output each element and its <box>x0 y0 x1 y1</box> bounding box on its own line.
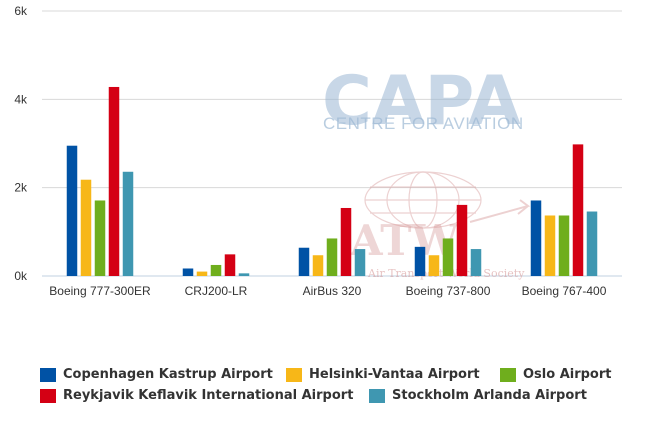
legend-label-copenhagen: Copenhagen Kastrup Airport <box>63 367 273 382</box>
bar[interactable] <box>442 238 454 276</box>
legend-item-stockholm[interactable]: Stockholm Arlanda Airport <box>369 388 587 403</box>
legend-item-helsinki[interactable]: Helsinki-Vantaa Airport <box>286 367 480 382</box>
x-tick-label: Boeing 767-400 <box>522 284 607 298</box>
y-tick-label: 4k <box>14 92 28 106</box>
bar[interactable] <box>586 211 598 276</box>
atw-watermark-globe <box>364 171 531 229</box>
y-tick-label: 6k <box>14 4 28 18</box>
y-tick-label: 2k <box>14 181 28 195</box>
bar[interactable] <box>94 200 106 276</box>
bar[interactable] <box>66 145 78 276</box>
x-tick-label: CRJ200-LR <box>185 284 248 298</box>
y-axis-ticks: 0k 2k 4k 6k <box>14 4 28 283</box>
legend-swatch-reykjavik <box>40 388 56 403</box>
capa-watermark-logo: CAPA <box>322 62 521 141</box>
bar[interactable] <box>544 215 556 276</box>
legend-swatch-oslo <box>500 367 516 382</box>
legend-swatch-copenhagen <box>40 367 56 382</box>
legend-label-stockholm: Stockholm Arlanda Airport <box>392 388 587 403</box>
legend-item-oslo[interactable]: Oslo Airport <box>500 367 612 382</box>
bar[interactable] <box>456 204 468 276</box>
bar[interactable] <box>414 246 426 276</box>
legend-item-copenhagen[interactable]: Copenhagen Kastrup Airport <box>40 367 273 382</box>
x-tick-label: Boeing 737-800 <box>406 284 491 298</box>
x-tick-label: Boeing 777-300ER <box>49 284 151 298</box>
bar[interactable] <box>326 238 338 276</box>
legend-label-helsinki: Helsinki-Vantaa Airport <box>309 367 480 382</box>
legend-label-oslo: Oslo Airport <box>523 367 612 382</box>
legend-label-reykjavik: Reykjavik Keflavik International Airport <box>63 388 354 403</box>
bar[interactable] <box>182 268 194 276</box>
watermarks: CAPA CENTRE FOR AVIATION ATW Air Transpo… <box>322 62 531 280</box>
legend-swatch-helsinki <box>286 367 302 382</box>
bar[interactable] <box>470 249 482 276</box>
bar[interactable] <box>196 271 208 276</box>
bar[interactable] <box>210 264 222 276</box>
bar[interactable] <box>238 273 250 276</box>
bar[interactable] <box>558 215 570 276</box>
bar[interactable] <box>298 247 310 276</box>
legend-swatch-stockholm <box>369 388 385 403</box>
y-tick-label: 0k <box>14 269 28 283</box>
bar[interactable] <box>224 254 236 276</box>
bar[interactable] <box>530 200 542 276</box>
bar[interactable] <box>108 86 120 276</box>
bar-series <box>66 86 598 276</box>
legend-item-reykjavik[interactable]: Reykjavik Keflavik International Airport <box>40 388 353 403</box>
x-axis-ticks: Boeing 777-300ER CRJ200-LR AirBus 320 Boein… <box>49 284 606 298</box>
bar[interactable] <box>122 171 134 276</box>
bar[interactable] <box>340 207 352 276</box>
bar[interactable] <box>354 249 366 276</box>
bar[interactable] <box>428 255 440 276</box>
capa-watermark-subtitle: CENTRE FOR AVIATION <box>323 114 524 133</box>
bar[interactable] <box>312 255 324 276</box>
atw-watermark-logo: ATW <box>349 216 460 265</box>
bar[interactable] <box>572 144 584 276</box>
x-tick-label: AirBus 320 <box>303 284 362 298</box>
bar[interactable] <box>80 179 92 276</box>
